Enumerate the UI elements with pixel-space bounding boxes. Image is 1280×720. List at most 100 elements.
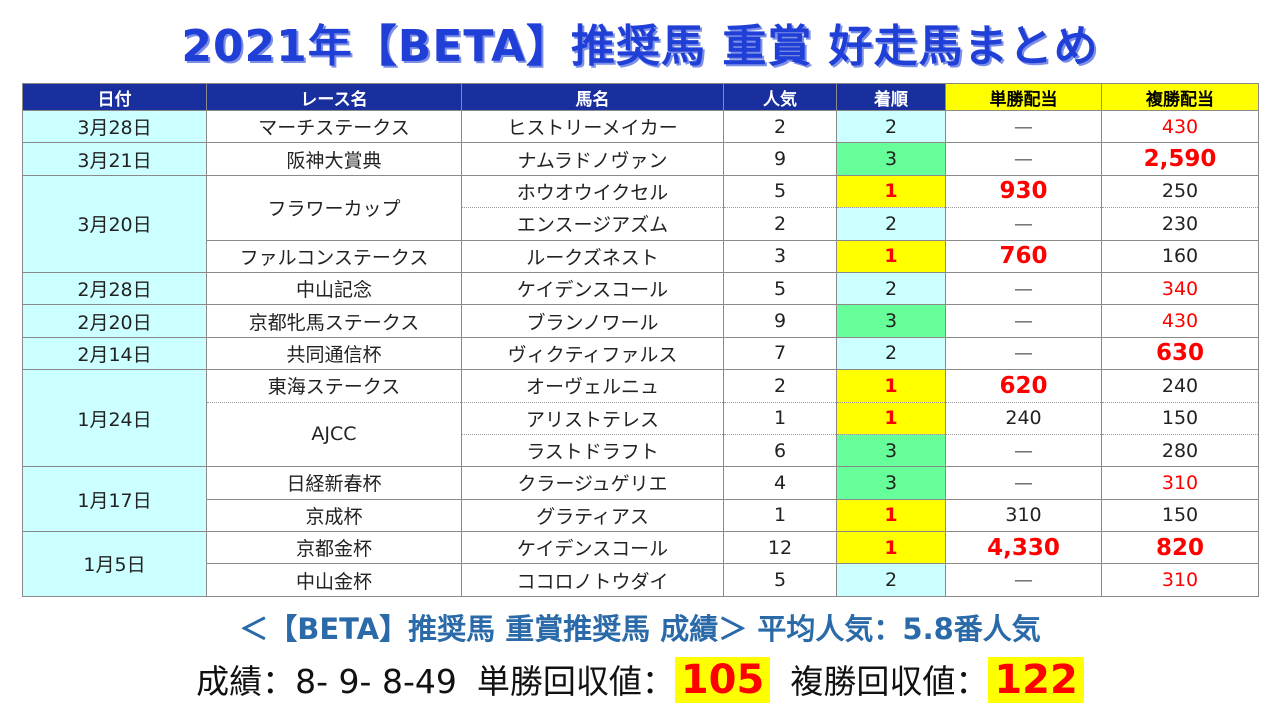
rank-cell: 3 <box>836 466 946 500</box>
horse-cell: オーヴェルニュ <box>461 369 724 403</box>
popularity-cell: 1 <box>723 401 837 435</box>
place-payout-cell: 2,590 <box>1101 142 1259 176</box>
popularity-cell: 5 <box>723 174 837 209</box>
header-win-payout: 単勝配当 <box>945 83 1102 111</box>
horse-cell: ココロノトウダイ <box>461 563 724 597</box>
table-row: 3月21日 阪神大賞典 ナムラドノヴァン 9 3 — 2,590 <box>22 142 1259 176</box>
results-table: 日付 レース名 馬名 人気 着順 単勝配当 複勝配当 3月28日 マーチステーク… <box>22 83 1259 597</box>
popularity-cell: 6 <box>723 433 837 468</box>
win-payout-cell: — <box>945 304 1102 338</box>
race-cell: 京成杯 <box>206 498 462 533</box>
horse-cell: ルークズネスト <box>461 239 724 273</box>
place-payout-cell: 820 <box>1101 531 1259 565</box>
table-row: 2月28日 中山記念 ケイデンスコール 5 2 — 340 <box>22 271 1259 306</box>
race-cell: AJCC <box>206 401 462 468</box>
place-payout-cell: 280 <box>1101 433 1259 468</box>
popularity-cell: 5 <box>723 563 837 597</box>
date-cell: 1月5日 <box>22 531 207 597</box>
table-row: 中山金杯 ココロノトウダイ 5 2 — 310 <box>23 563 1259 597</box>
table-row: ファルコンステークス ルークズネスト 3 1 760 160 <box>23 239 1259 273</box>
race-cell: 阪神大賞典 <box>206 142 462 176</box>
win-payout-cell: — <box>945 466 1102 500</box>
place-payout-cell: 310 <box>1101 466 1259 500</box>
win-payout-cell: 930 <box>945 174 1102 209</box>
popularity-cell: 2 <box>723 109 837 144</box>
rank-cell: 3 <box>836 142 946 176</box>
rank-cell: 1 <box>836 531 946 565</box>
date-cell: 1月17日 <box>22 466 207 533</box>
race-cell: 日経新春杯 <box>206 466 462 500</box>
race-cell: 京都金杯 <box>206 531 462 565</box>
table-row: 1月24日 東海ステークス オーヴェルニュ 2 1 620 240 <box>22 369 1259 468</box>
header-place-payout: 複勝配当 <box>1101 83 1259 111</box>
rank-cell: 2 <box>836 271 946 306</box>
place-payout-cell: 230 <box>1101 207 1259 241</box>
table-row: 3月28日 マーチステークス ヒストリーメイカー 2 2 — 430 <box>22 109 1259 144</box>
date-cell: 3月28日 <box>22 109 207 144</box>
horse-cell: ラストドラフト <box>461 433 724 468</box>
race-cell: ファルコンステークス <box>206 239 462 273</box>
place-return-value: 122 <box>988 657 1084 703</box>
rank-cell: 2 <box>836 563 946 597</box>
rank-cell: 2 <box>836 109 946 144</box>
header-rank: 着順 <box>836 83 946 111</box>
date-cell: 3月20日 <box>22 174 207 273</box>
place-payout-cell: 150 <box>1101 401 1259 435</box>
race-cell: 京都牝馬ステークス <box>206 304 462 338</box>
rank-cell: 1 <box>836 401 946 435</box>
table-row: AJCC アリストテレス 1 1 240 150 <box>23 401 1259 468</box>
race-cell: フラワーカップ <box>206 174 462 241</box>
date-cell: 2月14日 <box>22 336 207 371</box>
horse-cell: ヒストリーメイカー <box>461 109 724 144</box>
rank-cell: 2 <box>836 336 946 371</box>
race-cell: 東海ステークス <box>206 369 462 403</box>
place-return-label: 複勝回収値： <box>790 662 989 701</box>
popularity-cell: 12 <box>723 531 837 565</box>
popularity-cell: 1 <box>723 498 837 533</box>
header-popularity: 人気 <box>723 83 837 111</box>
popularity-cell: 2 <box>723 207 837 241</box>
win-payout-cell: — <box>945 433 1102 468</box>
place-payout-cell: 240 <box>1101 369 1259 403</box>
horse-cell: クラージュゲリエ <box>461 466 724 500</box>
header-horse: 馬名 <box>461 83 724 111</box>
table-row: 2月14日 共同通信杯 ヴィクティファルス 7 2 — 630 <box>22 336 1259 371</box>
race-cell: マーチステークス <box>206 109 462 144</box>
table-row: 1月5日 京都金杯 ケイデンスコール 12 1 4,330 820 <box>22 531 1259 597</box>
place-payout-cell: 160 <box>1101 239 1259 273</box>
race-cell: 中山金杯 <box>206 563 462 597</box>
win-payout-cell: 620 <box>945 369 1102 403</box>
win-return-label: 単勝回収値： <box>476 662 675 701</box>
table-row: 京成杯 グラティアス 1 1 310 150 <box>23 498 1259 533</box>
table-row: 3月20日 フラワーカップ ホウオウイクセル 5 1 930 250 <box>22 174 1259 273</box>
place-payout-cell: 430 <box>1101 304 1259 338</box>
popularity-cell: 7 <box>723 336 837 371</box>
popularity-cell: 9 <box>723 304 837 338</box>
rank-cell: 2 <box>836 207 946 241</box>
place-payout-cell: 630 <box>1101 336 1259 371</box>
date-cell: 2月28日 <box>22 271 207 306</box>
popularity-cell: 9 <box>723 142 837 176</box>
win-payout-cell: 760 <box>945 239 1102 273</box>
horse-cell: ホウオウイクセル <box>461 174 724 209</box>
win-payout-cell: — <box>945 336 1102 371</box>
table-header-row: 日付 レース名 馬名 人気 着順 単勝配当 複勝配当 <box>22 83 1259 111</box>
horse-cell: ブランノワール <box>461 304 724 338</box>
place-payout-cell: 310 <box>1101 563 1259 597</box>
horse-cell: ナムラドノヴァン <box>461 142 724 176</box>
win-payout-cell: 240 <box>945 401 1102 435</box>
win-payout-cell: — <box>945 109 1102 144</box>
place-payout-cell: 250 <box>1101 174 1259 209</box>
race-cell: 中山記念 <box>206 271 462 306</box>
win-payout-cell: — <box>945 142 1102 176</box>
place-payout-cell: 340 <box>1101 271 1259 306</box>
record-text: 成績：8- 9- 8-49 <box>196 662 457 701</box>
date-cell: 2月20日 <box>22 304 207 338</box>
popularity-cell: 2 <box>723 369 837 403</box>
win-payout-cell: 310 <box>945 498 1102 533</box>
win-payout-cell: — <box>945 563 1102 597</box>
rank-cell: 1 <box>836 498 946 533</box>
header-date: 日付 <box>22 83 207 111</box>
horse-cell: エンスージアズム <box>461 207 724 241</box>
place-payout-cell: 430 <box>1101 109 1259 144</box>
